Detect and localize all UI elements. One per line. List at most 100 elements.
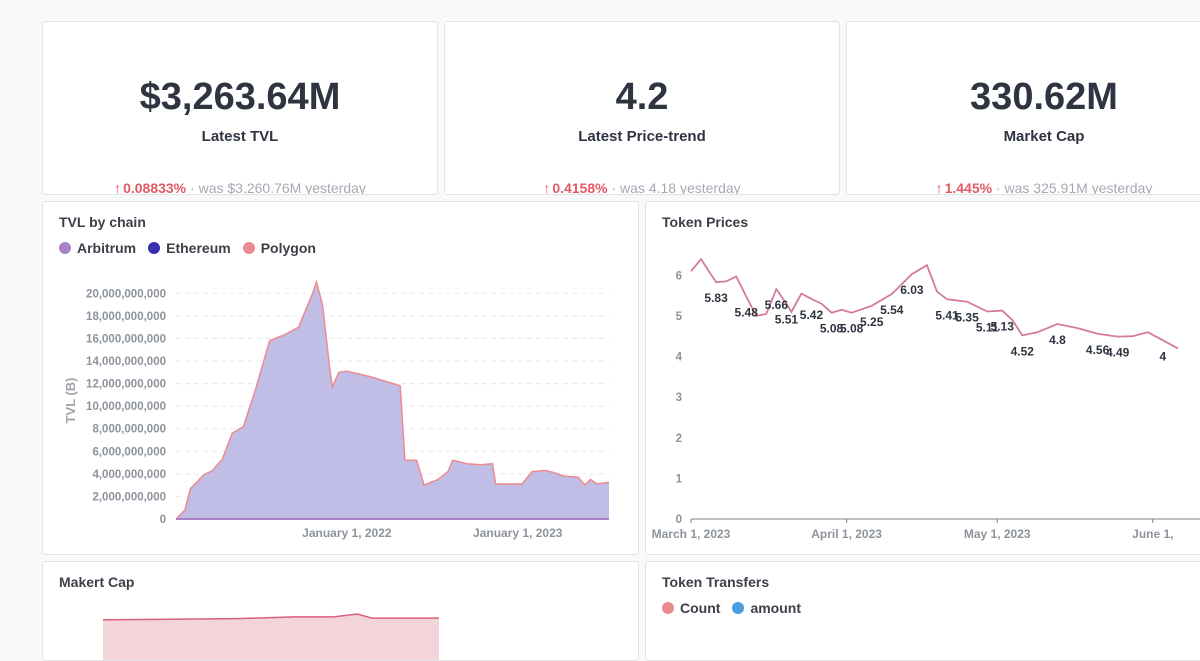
legend-item-polygon[interactable]: Polygon [242, 240, 316, 256]
chart-legend: Count amount [662, 600, 801, 616]
kpi-card-market-cap: 330.62M Market Cap ↑ 1.445% · was 325.91M… [846, 21, 1200, 195]
y-tick-label: 0 [676, 514, 682, 526]
y-tick-label: 20,000,000,000 [86, 288, 166, 300]
legend-label: amount [750, 600, 801, 616]
legend-dot [662, 602, 674, 614]
data-label: 5.41 [935, 308, 959, 322]
data-label: 4 [1160, 349, 1167, 363]
market-cap-chart[interactable] [43, 562, 638, 660]
legend-dot [59, 242, 71, 254]
kpi-period: yesterday [679, 180, 741, 195]
data-label: 5.66 [765, 298, 789, 312]
data-label: 5.13 [991, 320, 1015, 334]
y-tick-label: 1 [676, 473, 683, 485]
y-tick-label: 10,000,000,000 [86, 401, 166, 413]
kpi-previous: · was 325.91M [995, 180, 1088, 195]
kpi-period: yesterday [1091, 180, 1153, 195]
token-transfers-panel: Token Transfers Count amount [645, 561, 1200, 661]
arrow-up-icon: ↑ [543, 180, 551, 195]
arrow-up-icon: ↑ [114, 180, 122, 195]
tvl-by-chain-panel: TVL by chain Arbitrum Ethereum Polygon 0… [42, 201, 639, 555]
token-prices-panel: Token Prices 0 1 2 3 4 5 6 March 1, 2023 April 1… [645, 201, 1200, 555]
data-label: 5.83 [704, 291, 728, 305]
y-tick-label: 4 [676, 352, 683, 364]
polygon-series-line [175, 279, 610, 520]
y-tick-label: 8,000,000,000 [92, 424, 166, 436]
y-tick-label: 16,000,000,000 [86, 333, 166, 345]
data-label: 5.08 [820, 322, 844, 336]
legend-item-ethereum[interactable]: Ethereum [148, 240, 231, 256]
kpi-card-tvl: $3,263.64M Latest TVL ↑ 0.08833% · was $3… [42, 21, 438, 195]
legend-dot [148, 242, 161, 254]
kpi-value: $3,263.64M [139, 76, 341, 118]
kpi-period: yesterday [305, 180, 366, 195]
panel-title: Token Transfers [662, 574, 770, 590]
data-label: 5.08 [840, 322, 864, 336]
y-tick-label: 6 [676, 270, 682, 282]
legend-item-amount[interactable]: amount [732, 600, 801, 616]
panel-title: Token Prices [662, 214, 749, 230]
legend-dot [242, 242, 255, 254]
data-label: 5.54 [880, 303, 904, 317]
y-tick-label: 6,000,000,000 [92, 446, 166, 458]
y-tick-label: 3 [676, 392, 682, 404]
legend-item-arbitrum[interactable]: Arbitrum [59, 240, 136, 256]
chart-legend: Arbitrum Ethereum Polygon [59, 240, 316, 256]
kpi-previous: · was 4.18 [611, 180, 677, 195]
kpi-footer: ↑ 1.445% · was 325.91M yesterday [847, 180, 1200, 195]
x-tick-label: May 1, 2023 [964, 527, 1031, 541]
data-label: 5.42 [800, 308, 824, 322]
panel-title: Makert Cap [59, 574, 135, 590]
y-tick-label: 18,000,000,000 [86, 311, 166, 323]
data-label: 5.51 [775, 313, 799, 327]
x-tick-label: April 1, 2023 [811, 527, 882, 541]
y-tick-label: 4,000,000,000 [92, 469, 166, 481]
kpi-value: 330.62M [970, 76, 1118, 118]
price-series-line [690, 257, 1179, 350]
data-label: 4.49 [1106, 346, 1130, 360]
kpi-label: Latest TVL [201, 128, 279, 145]
x-tick-label: January 1, 2023 [473, 526, 563, 540]
panel-title: TVL by chain [59, 214, 146, 230]
data-label: 6.03 [900, 283, 924, 297]
market-cap-area [103, 614, 439, 660]
x-tick-label: March 1, 2023 [652, 527, 731, 541]
tvl-chart[interactable]: 0 2,000,000,000 4,000,000,000 6,000,000,000… [43, 202, 638, 554]
kpi-delta: 0.08833% [123, 180, 187, 195]
y-tick-label: 2 [676, 433, 682, 445]
y-tick-label: 12,000,000,000 [86, 379, 166, 391]
arrow-up-icon: ↑ [935, 180, 943, 195]
market-cap-line [102, 613, 439, 621]
kpi-card-price-trend: 4.2 Latest Price-trend ↑ 0.4158% · was 4.… [444, 21, 840, 195]
x-tick-label: January 1, 2022 [302, 526, 392, 540]
market-cap-panel: Makert Cap [42, 561, 639, 661]
kpi-previous: · was $3,260.76M [190, 180, 302, 195]
legend-dot [732, 602, 745, 614]
data-label: 5.11 [976, 320, 999, 334]
token-prices-chart[interactable]: 0 1 2 3 4 5 6 March 1, 2023 April 1, 2023 May 1, … [646, 202, 1200, 554]
data-label: 5.35 [955, 311, 979, 325]
data-label: 5.25 [860, 315, 884, 329]
data-label: 4.56 [1086, 343, 1110, 357]
y-tick-label: 2,000,000,000 [92, 491, 166, 503]
kpi-footer: ↑ 0.08833% · was $3,260.76M yesterday [43, 180, 437, 195]
kpi-delta: 1.445% [944, 180, 993, 195]
y-tick-label: 0 [160, 514, 166, 526]
tvl-area [176, 282, 609, 519]
x-tick-label: June 1, [1132, 527, 1173, 541]
y-tick-label: 5 [676, 311, 683, 323]
kpi-value: 4.2 [615, 76, 669, 118]
y-axis-label: TVL (B) [63, 378, 78, 424]
kpi-footer: ↑ 0.4158% · was 4.18 yesterday [445, 180, 839, 195]
kpi-delta: 0.4158% [552, 180, 608, 195]
legend-label: Polygon [260, 240, 316, 256]
kpi-label: Latest Price-trend [578, 128, 706, 145]
legend-item-count[interactable]: Count [662, 600, 720, 616]
legend-label: Arbitrum [77, 240, 137, 256]
kpi-label: Market Cap [1003, 128, 1085, 145]
data-label: 5.48 [735, 305, 759, 319]
data-label: 4.52 [1011, 344, 1035, 358]
data-label: 4.8 [1049, 333, 1066, 347]
legend-label: Ethereum [166, 240, 231, 256]
legend-label: Count [680, 600, 721, 616]
